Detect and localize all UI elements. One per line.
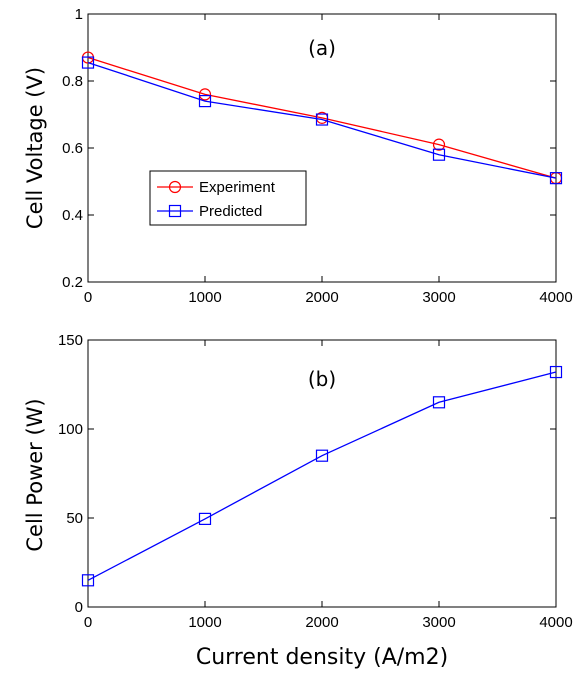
data-point-b-0	[315, 449, 329, 462]
data-point-a-predicted	[432, 148, 446, 161]
data-point-a-predicted	[315, 113, 329, 126]
series-line-a-experiment	[87, 56, 557, 179]
data-point-b-0	[432, 396, 446, 409]
data-point-a-predicted	[549, 172, 563, 185]
y-axis-label-b: Cell Power (W)	[23, 398, 47, 551]
y-tick-label-b: 0	[75, 599, 83, 616]
data-point-b-0	[549, 365, 563, 379]
x-axis-label: Current density (A/m2)	[196, 645, 448, 670]
y-tick-label-b: 50	[66, 510, 83, 527]
y-axis-label-a: Cell Voltage (V)	[23, 67, 47, 229]
legend-label-experiment: Experiment	[199, 179, 276, 196]
legend-marker-experiment	[168, 180, 182, 194]
data-point-a-predicted	[81, 56, 95, 69]
series-line-b-0	[87, 371, 557, 581]
x-tick-label-a: 0	[84, 289, 92, 306]
x-tick-label-a: 3000	[422, 289, 455, 306]
x-tick-label-b: 2000	[305, 614, 338, 631]
legend: Experiment Predicted	[149, 170, 307, 226]
plot-area-a	[87, 13, 557, 283]
voltage-chart: 0.2 0.4 0.6 0.8 1 0 1000 2000 3000 4000 (a) Cell…	[23, 6, 573, 306]
data-point-b-0	[81, 574, 95, 587]
series-line-a-predicted	[87, 61, 557, 179]
y-tick-label-a: 0.2	[62, 274, 83, 291]
legend-label-predicted: Predicted	[199, 203, 262, 220]
y-tick-label-a: 1	[75, 6, 83, 23]
data-point-a-predicted	[198, 94, 212, 108]
x-tick-label-b: 3000	[422, 614, 455, 631]
data-point-a-experiment	[198, 88, 212, 101]
x-tick-label-a: 1000	[188, 289, 221, 306]
y-tick-label-a: 0.6	[62, 140, 83, 157]
panel-annotation-a: (a)	[308, 36, 336, 60]
y-tick-label-b: 150	[58, 332, 83, 349]
x-tick-label-b: 1000	[188, 614, 221, 631]
data-point-b-0	[198, 512, 212, 525]
legend-marker-predicted	[168, 204, 182, 218]
y-tick-label-b: 100	[58, 421, 83, 438]
x-tick-label-a: 4000	[539, 289, 572, 306]
x-tick-label-b: 0	[84, 614, 92, 631]
power-chart: 0 50 100 150 0 1000 2000 3000 4000 (b) Cell Pow…	[23, 332, 573, 670]
x-tick-label-b: 4000	[539, 614, 572, 631]
plot-area-b	[87, 339, 557, 608]
data-point-a-experiment	[432, 138, 446, 151]
x-tick-label-a: 2000	[305, 289, 338, 306]
y-tick-label-a: 0.8	[62, 73, 83, 90]
y-tick-label-a: 0.4	[62, 207, 83, 224]
panel-annotation-b: (b)	[308, 367, 336, 391]
